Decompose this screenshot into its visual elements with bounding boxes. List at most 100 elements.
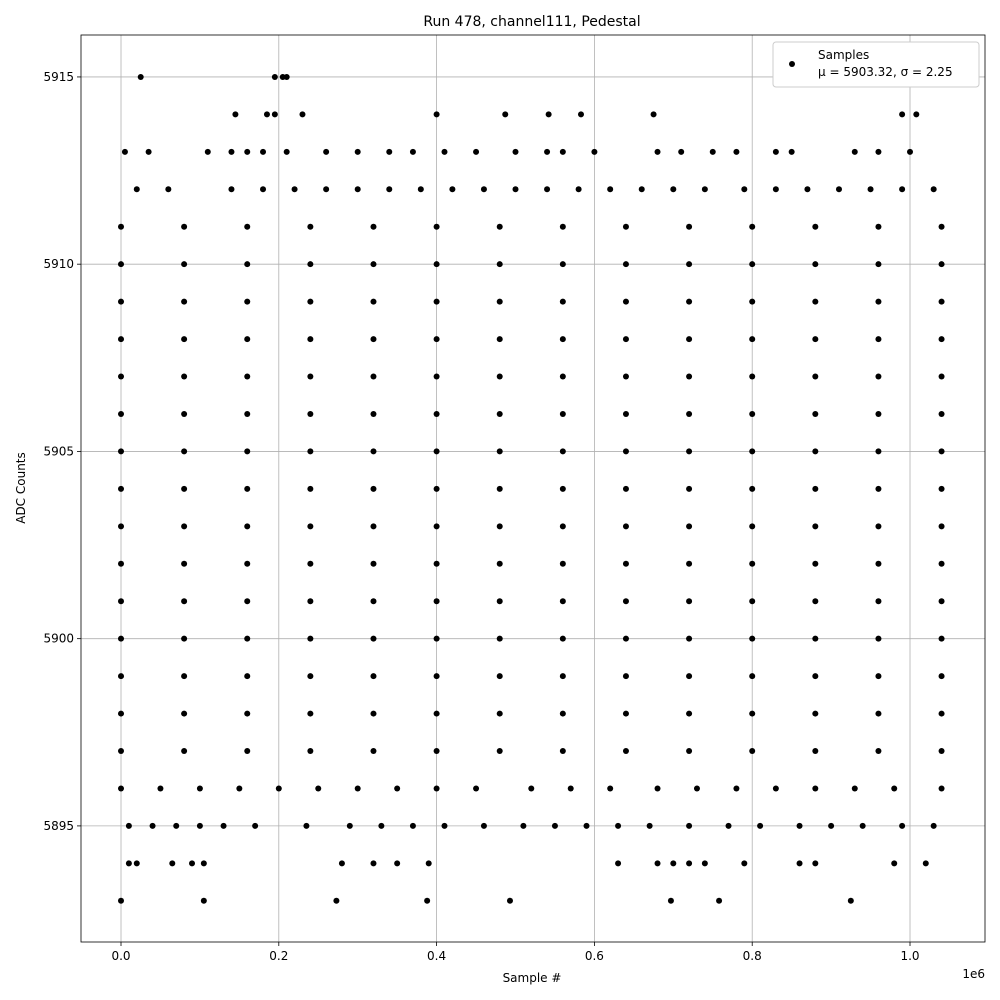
sample-point [622,673,629,680]
sample-point [433,448,440,455]
sample-point [693,785,700,792]
sample-point [812,748,819,755]
sample-point [922,860,929,867]
sample-point [686,748,693,755]
sample-point [622,748,629,755]
sample-point [496,448,503,455]
sample-point [502,111,509,118]
sample-point [741,186,748,193]
sample-point [433,785,440,792]
sample-point [875,710,882,717]
sample-point [496,560,503,567]
sample-point [370,635,377,642]
sample-point [654,860,661,867]
sample-point [307,298,314,305]
sample-point [701,186,708,193]
chart-title: Run 478, channel111, Pedestal [423,14,640,30]
sample-point [938,523,945,530]
sample-point [118,785,125,792]
sample-point [875,598,882,605]
sample-point [181,223,188,230]
sample-point [433,298,440,305]
sample-point [812,485,819,492]
sample-point [252,822,259,829]
sample-point [307,448,314,455]
sample-point [473,148,480,155]
sample-point [496,485,503,492]
sample-point [772,186,779,193]
sample-point [804,186,811,193]
sample-point [370,710,377,717]
sample-point [181,261,188,268]
sample-point [275,785,282,792]
sample-point [812,673,819,680]
sample-point [354,186,361,193]
sample-point [772,148,779,155]
sample-point [378,822,385,829]
sample-point [263,111,270,118]
sample-point [370,261,377,268]
sample-point [370,336,377,343]
sample-point [433,261,440,268]
sample-point [370,598,377,605]
legend-box [772,41,980,88]
sample-point [196,785,203,792]
sample-point [181,485,188,492]
sample-point [577,111,584,118]
sample-point [757,822,764,829]
sample-point [307,410,314,417]
plot-frame [80,34,986,943]
sample-point [875,635,882,642]
sample-point [307,261,314,268]
sample-point [938,560,945,567]
sample-point [638,186,645,193]
y-tick-label: 5910 [43,257,74,271]
sample-point [667,897,674,904]
sample-point [338,860,345,867]
x-offset-label: 1e6 [962,967,985,981]
sample-point [370,560,377,567]
sample-point [118,897,125,904]
sample-point [244,148,251,155]
sample-point [559,523,566,530]
sample-point [622,560,629,567]
sample-point [133,860,140,867]
sample-point [670,186,677,193]
sample-point [575,186,582,193]
sample-point [559,748,566,755]
x-tick-label: 0.6 [585,949,604,963]
sample-point [725,822,732,829]
sample-point [938,785,945,792]
sample-point [307,598,314,605]
sample-point [938,635,945,642]
sample-point [559,598,566,605]
sample-point [938,223,945,230]
sample-point [165,186,172,193]
sample-point [749,673,756,680]
sample-point [622,448,629,455]
sample-point [370,523,377,530]
sample-point [496,223,503,230]
sample-point [749,261,756,268]
sample-point [283,148,290,155]
sample-point [622,710,629,717]
sample-point [496,373,503,380]
sample-point [828,822,835,829]
sample-point [118,560,125,567]
sample-point [307,223,314,230]
sample-point [137,73,144,80]
y-tick-label: 5895 [43,819,74,833]
sample-point [346,822,353,829]
sample-point [244,223,251,230]
sample-point [200,897,207,904]
sample-point [244,485,251,492]
legend-note: μ = 5903.32, σ = 2.25 [818,65,953,79]
sample-point [323,148,330,155]
sample-point [370,223,377,230]
sample-point [496,261,503,268]
sample-point [749,373,756,380]
sample-point [622,598,629,605]
sample-point [425,860,432,867]
sample-point [244,448,251,455]
